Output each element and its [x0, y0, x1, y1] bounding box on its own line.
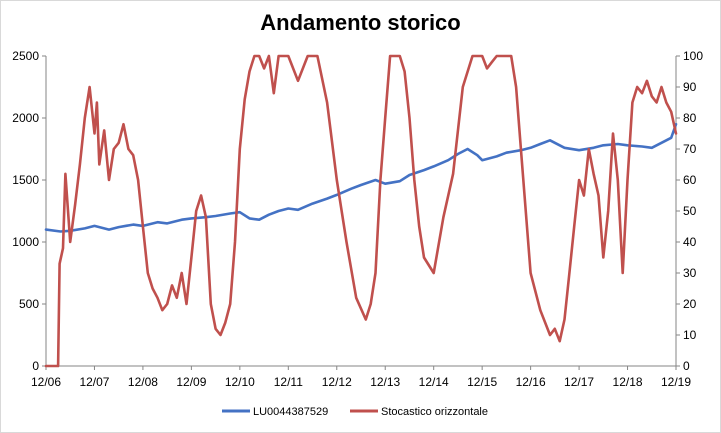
legend-label-1: LU0044387529 — [253, 406, 328, 418]
y-right-tick-label: 30 — [683, 266, 697, 280]
x-tick-label: 12/18 — [613, 375, 643, 389]
x-tick-label: 12/15 — [467, 375, 497, 389]
x-tick-label: 12/11 — [274, 375, 303, 389]
x-tick-label: 12/14 — [419, 375, 449, 389]
y-left-tick-label: 500 — [19, 297, 39, 311]
y-right-tick-label: 0 — [683, 359, 690, 373]
x-tick-label: 12/13 — [370, 375, 400, 389]
series-line-2 — [44, 54, 678, 368]
y-right-tick-label: 70 — [683, 142, 697, 156]
x-tick-label: 12/12 — [322, 375, 352, 389]
x-tick-label: 12/09 — [176, 375, 206, 389]
x-tick-label: 12/10 — [225, 375, 255, 389]
x-tick-label: 12/08 — [128, 375, 158, 389]
y-right-tick-label: 80 — [683, 111, 697, 125]
y-right-tick-label: 60 — [683, 173, 697, 187]
x-tick-label: 12/16 — [516, 375, 546, 389]
legend-label-2: Stocastico orizzontale — [381, 406, 488, 418]
x-tick-label: 12/06 — [31, 375, 61, 389]
x-tick-label: 12/19 — [661, 375, 691, 389]
y-left-tick-label: 2500 — [12, 49, 39, 63]
x-tick-label: 12/07 — [79, 375, 109, 389]
y-right-tick-label: 10 — [683, 328, 697, 342]
y-left-tick-label: 1000 — [12, 235, 39, 249]
y-right-tick-label: 50 — [683, 204, 697, 218]
y-right-tick-label: 100 — [683, 49, 703, 63]
y-left-tick-label: 0 — [32, 359, 39, 373]
x-tick-label: 12/17 — [564, 375, 594, 389]
y-right-tick-label: 90 — [683, 80, 697, 94]
series-line-1 — [44, 122, 678, 233]
y-left-tick-label: 1500 — [12, 173, 39, 187]
y-left-tick-label: 2000 — [12, 111, 39, 125]
y-right-tick-label: 40 — [683, 235, 697, 249]
y-right-tick-label: 20 — [683, 297, 697, 311]
chart-title: Andamento storico — [260, 10, 461, 35]
